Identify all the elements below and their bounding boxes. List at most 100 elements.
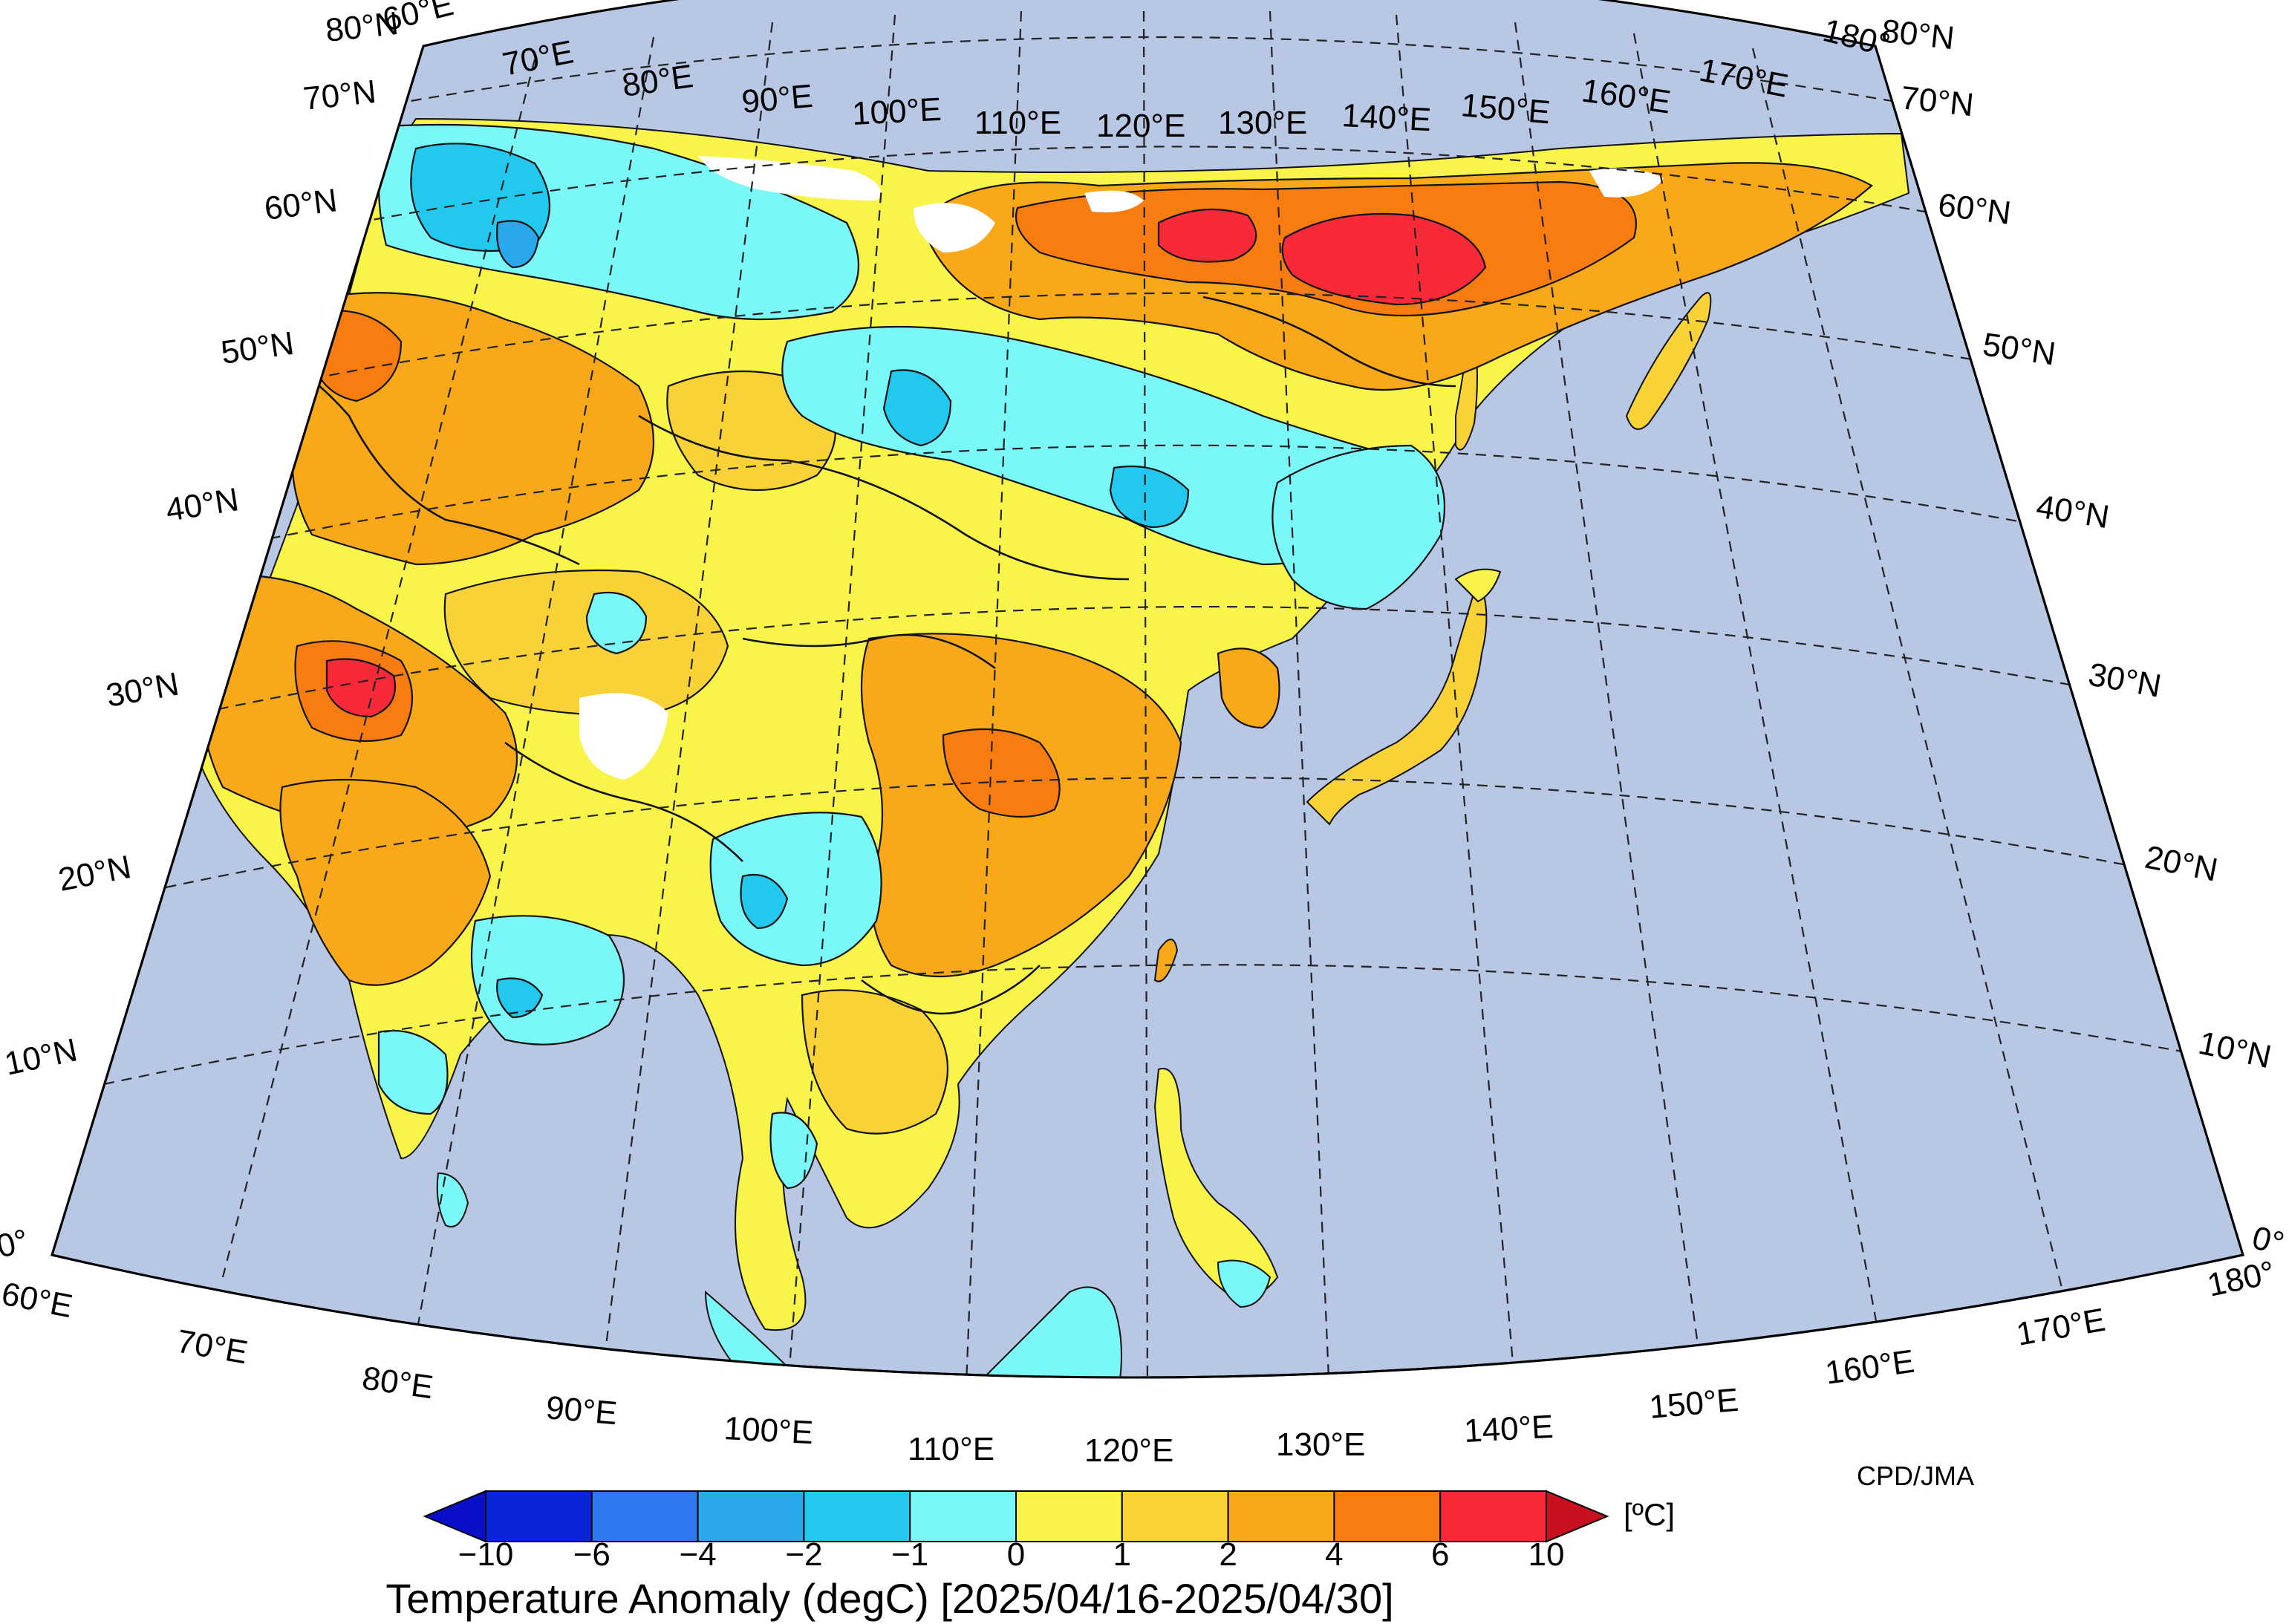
land-philippines: [1153, 1068, 1279, 1298]
colorbar-tick-label: −6: [573, 1536, 610, 1573]
lat-label-left: 0°: [0, 1222, 32, 1265]
lon-label-top: 130°E: [1218, 105, 1307, 141]
warm-area-tibet: [443, 569, 729, 716]
colorbar-cell: [1439, 1490, 1547, 1542]
cool-area-yunnan: [709, 812, 882, 967]
cool-core-ural: [496, 220, 540, 269]
graticule: [103, 10, 2199, 1377]
lat-label-left: 60°N: [262, 182, 339, 227]
missing-north-coast: [698, 156, 881, 200]
colorbar-cell: [1333, 1490, 1442, 1542]
meridian-70E: [221, 59, 536, 1278]
land-sri-lanka: [436, 1172, 469, 1227]
hot-spot-yakutia-west: [1157, 208, 1257, 263]
parallel-20N: [148, 776, 2147, 893]
colorbar-cells: [485, 1490, 1547, 1542]
lon-label-bottom: 70°E: [174, 1323, 250, 1372]
contour-line: [861, 965, 1041, 1015]
lon-label-bottom: 110°E: [908, 1431, 994, 1467]
colorbar-tick-label: 6: [1431, 1536, 1449, 1573]
lon-label-top: 100°E: [851, 91, 942, 132]
lon-label-bottom: 120°E: [1084, 1432, 1173, 1469]
lat-label-right: 10°N: [2195, 1025, 2274, 1075]
lat-label-left: 30°N: [103, 666, 181, 714]
lon-label-bottom: 60°E: [0, 1276, 76, 1325]
colorbar-cell: [909, 1490, 1017, 1542]
warm-area-india: [279, 778, 492, 986]
colorbar-unit: [ºC]: [1624, 1497, 1675, 1532]
lat-label-right: 50°N: [1981, 326, 2058, 372]
lat-label-left: 70°N: [302, 74, 378, 117]
colorbar-under-arrow: [423, 1490, 486, 1543]
lat-label-left: 80°N: [324, 5, 400, 49]
lon-label-top: 120°E: [1096, 108, 1185, 144]
lon-label-bottom: 100°E: [723, 1410, 814, 1451]
lat-label-right: 70°N: [1899, 79, 1976, 123]
lat-label-right: 20°N: [2142, 839, 2221, 889]
contour-line: [504, 741, 743, 862]
colorbar-cell: [1015, 1490, 1123, 1542]
land-borneo: [980, 1286, 1122, 1377]
land-mindanao: [1217, 1259, 1272, 1308]
cool-area-tibet: [585, 591, 648, 655]
lat-label-left: 40°N: [163, 481, 241, 529]
missing-far-north: [1084, 190, 1144, 212]
lon-label-top: 90°E: [740, 78, 815, 120]
cool-anomaly-areas: [377, 123, 1446, 1190]
lat-label-left: 10°N: [1, 1031, 80, 1082]
warm-anomaly-areas: [195, 162, 1873, 1135]
colorbar-cell: [1227, 1490, 1335, 1542]
longitude-labels-top: 60°E 70°E 80°E 90°E 100°E 110°E 120°E 13…: [380, 0, 1894, 144]
latitude-labels-right: 0° 10°N 20°N 30°N 40°N 50°N 60°N 70°N 80…: [1880, 13, 2288, 1262]
lat-label-right: 0°: [2249, 1219, 2288, 1262]
lon-label-bottom: 170°E: [2013, 1302, 2108, 1353]
colorbar-cell: [803, 1490, 911, 1542]
cool-core-yunnan: [740, 873, 789, 930]
cool-area-south-india: [377, 1029, 449, 1115]
missing-siberia-north: [914, 203, 995, 252]
map-frame: [51, 0, 2244, 1379]
colorbar-tick-label: 1: [1113, 1536, 1131, 1573]
lon-label-top: 140°E: [1341, 97, 1432, 138]
colorbar-tick-label: 4: [1325, 1536, 1343, 1573]
colorbar-tick-label: −4: [680, 1536, 717, 1573]
lon-label-bottom: 130°E: [1276, 1426, 1365, 1463]
missing-data-areas: [579, 156, 1664, 780]
cool-core-mongolia: [1109, 465, 1190, 529]
lon-label-bottom: 90°E: [544, 1389, 619, 1432]
colorbar-tick-label: 0: [1007, 1536, 1025, 1573]
meridian-90E: [600, 22, 774, 1377]
meridian-160E: [1632, 33, 1881, 1337]
colorbar-ticks: −10 −6 −4 −2 −1 0 1 2 4 6 10: [458, 1536, 1565, 1573]
lon-label-top: 110°E: [974, 105, 1061, 141]
colorbar-over-arrow: [1546, 1490, 1609, 1543]
colorbar-cell: [590, 1490, 699, 1542]
cool-core-baikal: [882, 369, 952, 447]
missing-chukotka: [1589, 168, 1664, 198]
credit-label: CPD/JMA: [1857, 1461, 1974, 1491]
lon-label-bottom: 160°E: [1823, 1343, 1917, 1392]
parallel-70N: [393, 36, 1909, 105]
contour-line: [1202, 296, 1456, 388]
meridian-140E: [1395, 14, 1517, 1377]
land-hokkaido: [1454, 568, 1502, 603]
warm-area-korea: [1217, 648, 1280, 729]
lon-label-bottom: 80°E: [360, 1360, 436, 1406]
land-taiwan: [1153, 939, 1179, 982]
meridian-120E: [1142, 10, 1149, 1377]
lat-label-right: 30°N: [2086, 656, 2163, 705]
hot-spot-yakutia-east: [1281, 212, 1487, 306]
colorbar-cell: [485, 1490, 593, 1542]
colorbar-tick-label: −2: [785, 1536, 822, 1573]
warm-area-south-china-core: [942, 728, 1061, 818]
meridian-150E: [1514, 22, 1702, 1367]
lat-label-left: 20°N: [56, 849, 134, 899]
map-title: Temperature Anomaly (degC) [2025/04/16-2…: [385, 1575, 1393, 1622]
parallel-50N: [311, 292, 1999, 380]
missing-tibet: [579, 693, 668, 780]
land-sumatra: [704, 1290, 823, 1377]
land-japan: [1306, 577, 1488, 826]
colorbar-tick-label: −1: [891, 1536, 928, 1573]
colorbar: −10 −6 −4 −2 −1 0 1 2 4 6 10 [ºC]: [423, 1490, 1675, 1573]
